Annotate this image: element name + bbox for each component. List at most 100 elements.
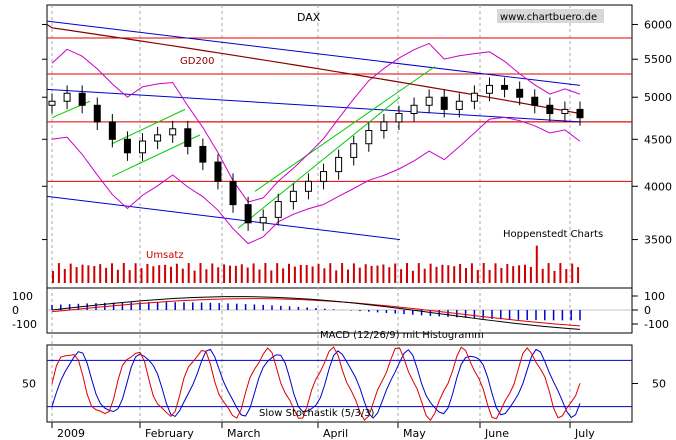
volume-bar (81, 264, 84, 283)
volume-bar (441, 264, 444, 283)
volume-bar (506, 264, 509, 283)
candle-body (410, 104, 418, 115)
volume-bar (52, 271, 54, 283)
candle-body (485, 84, 493, 94)
y-tick-label: 5000 (644, 91, 672, 104)
volume-bar (400, 269, 403, 283)
volume-bar (69, 263, 72, 283)
x-tick-label: April (323, 427, 348, 440)
volume-bar (246, 267, 249, 283)
candle-body (470, 92, 478, 102)
volume-bar (553, 270, 556, 283)
volume-bar (352, 263, 355, 283)
volume-bar (453, 266, 456, 283)
candle-body (440, 96, 448, 110)
macd-y-tick-label-left: 0 (12, 304, 19, 317)
volume-bar (535, 245, 538, 283)
volume-bar (152, 266, 155, 283)
volume-bar (435, 266, 438, 283)
source-label: Hoppenstedt Charts (503, 229, 603, 240)
macd-label: MACD (12/26/9) mit Histogramm (320, 330, 484, 341)
stochastic-indicator (47, 346, 632, 422)
y-tick-label: 4500 (644, 133, 672, 146)
axis-ticks: 2009 February March April May June July 6000 550… (12, 18, 672, 440)
candle-body (93, 104, 101, 123)
volume-bar (541, 268, 544, 283)
downtrend-middle-line (46, 88, 581, 123)
volume-bar (217, 267, 220, 283)
x-tick-label: May (403, 427, 426, 440)
volume-bars (52, 245, 580, 283)
volume-bar (140, 268, 143, 283)
macd-line (51, 296, 581, 330)
volume-bar (470, 263, 473, 283)
uptrend-lower-line (237, 96, 401, 229)
candle-body (108, 121, 116, 140)
volume-bar (240, 264, 243, 283)
volume-bar (87, 265, 90, 283)
volume-bar (388, 267, 391, 283)
candle-body (169, 128, 177, 136)
candle-body (455, 100, 463, 110)
volume-bar (329, 263, 332, 283)
y-tick-label: 6000 (644, 18, 672, 31)
volume-bar (57, 263, 60, 283)
volume-bar (524, 264, 526, 283)
candle-body (154, 134, 162, 142)
x-tick-label: 2009 (57, 427, 85, 440)
volume-bar (122, 263, 125, 283)
volume-bar (382, 264, 385, 283)
volume-bar (311, 266, 314, 283)
x-tick-label: July (574, 427, 595, 440)
volume-bar (323, 268, 326, 283)
candle-body (199, 145, 207, 163)
candle-body (184, 128, 192, 147)
y-tick-label: 4000 (644, 180, 672, 193)
volume-bar (264, 263, 267, 283)
candle-body (576, 108, 584, 119)
volume-bar (411, 270, 414, 283)
volume-bar (187, 263, 190, 283)
volume-bar (270, 270, 273, 283)
stochastic-label: Slow Stochastik (5/3/3) (259, 408, 375, 419)
macd-y-tick-label-left: -100 (12, 318, 37, 331)
volume-bar (341, 263, 344, 283)
candle-body (516, 88, 524, 98)
volume-bar (500, 267, 503, 283)
volume-bar (99, 264, 102, 283)
macd-indicator (47, 296, 632, 330)
x-tick-label: June (484, 427, 509, 440)
volume-bar (170, 266, 172, 283)
chart-title: DAX (297, 11, 321, 24)
candle-body (123, 138, 131, 154)
candle-body (531, 96, 539, 106)
uptrend-upper-line (254, 66, 436, 192)
volume-bar (518, 265, 521, 283)
volume-bar (459, 264, 462, 283)
volume-bar (358, 267, 361, 283)
volume-bar (364, 264, 367, 283)
volume-bar (571, 263, 574, 283)
volume-bar (93, 266, 96, 283)
volume-bar (234, 265, 237, 283)
candlesticks (48, 77, 584, 231)
volume-bar (158, 265, 161, 283)
ma-label: GD200 (180, 56, 215, 67)
volume-bar (482, 263, 485, 283)
candle-body (63, 92, 71, 102)
volume-bar (529, 266, 532, 283)
volume-bar (293, 266, 296, 283)
volume-bar (565, 269, 568, 283)
volume-bar (75, 267, 78, 283)
macd-y-tick-label: 100 (644, 290, 665, 303)
volume-bar (63, 268, 66, 283)
volume-bar (205, 269, 208, 283)
candle-body (501, 84, 509, 90)
candle-body (139, 140, 147, 154)
x-tick-label: February (145, 427, 194, 440)
candle-body (561, 108, 569, 115)
candle-body (425, 96, 433, 106)
volume-bar (193, 270, 196, 283)
